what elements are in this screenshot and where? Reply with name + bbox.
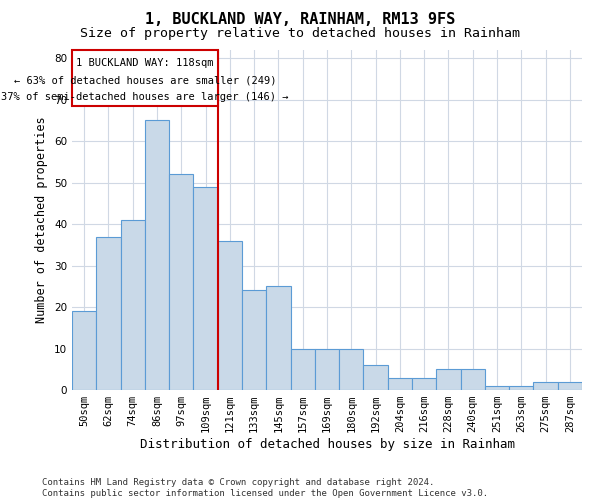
Bar bbox=[193, 187, 218, 390]
Bar bbox=[169, 174, 193, 390]
Bar bbox=[509, 386, 533, 390]
Bar bbox=[242, 290, 266, 390]
Bar bbox=[461, 370, 485, 390]
Bar bbox=[145, 120, 169, 390]
Bar bbox=[412, 378, 436, 390]
Bar bbox=[315, 348, 339, 390]
Bar bbox=[533, 382, 558, 390]
Bar bbox=[436, 370, 461, 390]
Y-axis label: Number of detached properties: Number of detached properties bbox=[35, 116, 49, 324]
Text: Size of property relative to detached houses in Rainham: Size of property relative to detached ho… bbox=[80, 28, 520, 40]
Text: 1, BUCKLAND WAY, RAINHAM, RM13 9FS: 1, BUCKLAND WAY, RAINHAM, RM13 9FS bbox=[145, 12, 455, 28]
FancyBboxPatch shape bbox=[72, 50, 218, 106]
Bar bbox=[485, 386, 509, 390]
Bar bbox=[96, 236, 121, 390]
Bar bbox=[266, 286, 290, 390]
Bar bbox=[388, 378, 412, 390]
Text: 1 BUCKLAND WAY: 118sqm: 1 BUCKLAND WAY: 118sqm bbox=[76, 58, 214, 68]
Text: ← 63% of detached houses are smaller (249): ← 63% of detached houses are smaller (24… bbox=[14, 75, 276, 85]
Bar bbox=[72, 311, 96, 390]
Text: Contains HM Land Registry data © Crown copyright and database right 2024.
Contai: Contains HM Land Registry data © Crown c… bbox=[42, 478, 488, 498]
Bar bbox=[218, 240, 242, 390]
Bar bbox=[290, 348, 315, 390]
Bar bbox=[121, 220, 145, 390]
Bar bbox=[339, 348, 364, 390]
Text: 37% of semi-detached houses are larger (146) →: 37% of semi-detached houses are larger (… bbox=[1, 92, 289, 102]
Bar bbox=[558, 382, 582, 390]
X-axis label: Distribution of detached houses by size in Rainham: Distribution of detached houses by size … bbox=[139, 438, 515, 451]
Bar bbox=[364, 365, 388, 390]
